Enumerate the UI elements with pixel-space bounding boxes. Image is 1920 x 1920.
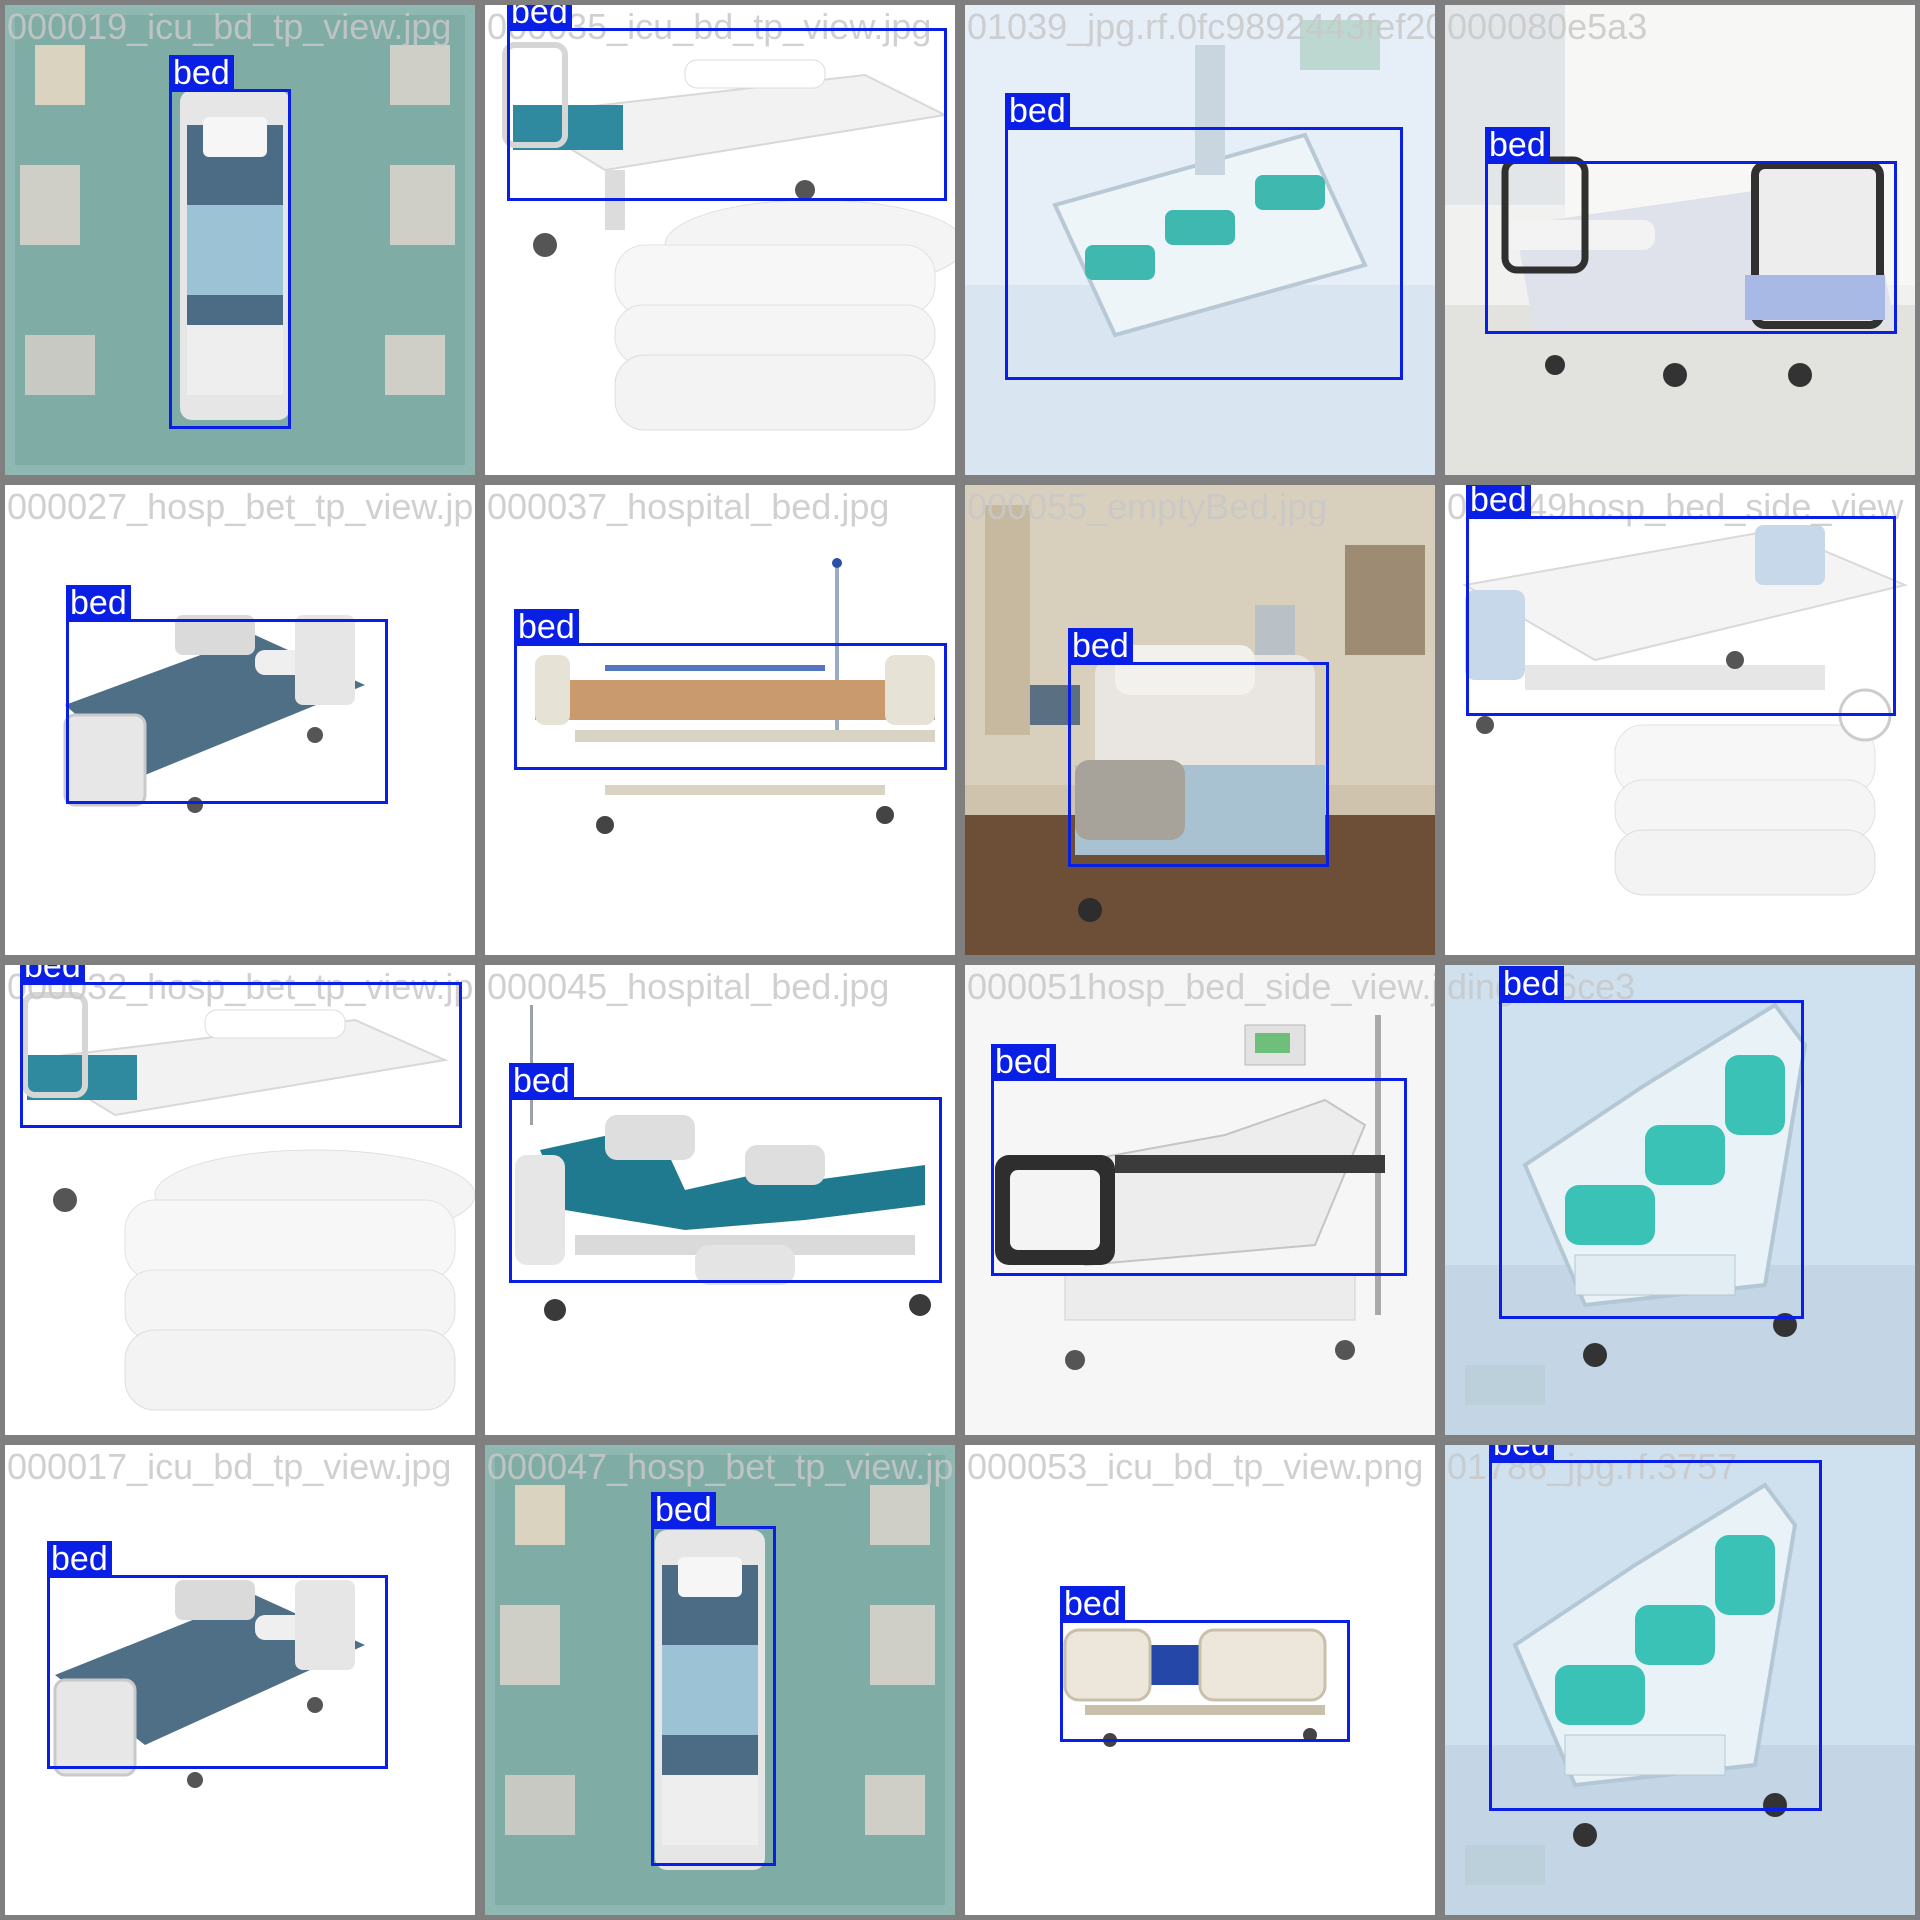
bounding-box: bed xyxy=(991,1044,1407,1276)
class-label: bed xyxy=(1499,966,1564,1002)
image-tile[interactable]: 000051hosp_bed_side_view.jpg bed xyxy=(965,965,1435,1435)
image-tile[interactable]: 01786_jpg.rf.3757 bed xyxy=(1445,1445,1915,1915)
bed-image xyxy=(485,5,955,475)
bed-image xyxy=(1445,965,1915,1435)
class-label: bed xyxy=(47,1541,112,1577)
image-filename: 000051hosp_bed_side_view.jpg xyxy=(967,966,1435,1007)
class-label: bed xyxy=(1005,93,1070,129)
image-tile[interactable]: 000035_icu_bd_tp_view.jpg bed xyxy=(485,5,955,475)
class-label: bed xyxy=(991,1044,1056,1080)
bed-image xyxy=(1445,485,1915,955)
bounding-box: bed xyxy=(66,585,388,804)
class-label: bed xyxy=(20,965,85,984)
image-tile[interactable]: 000037_hospital_bed.jpg bed xyxy=(485,485,955,955)
bounding-box: bed xyxy=(1489,1445,1822,1811)
image-tile[interactable]: 000080e5a3 bed xyxy=(1445,5,1915,475)
image-filename: 000032_hosp_bet_tp_view.jpg xyxy=(7,966,475,1007)
class-label: bed xyxy=(1489,1445,1554,1462)
class-label: bed xyxy=(1060,1586,1125,1622)
image-tile[interactable]: 000032_hosp_bet_tp_view.jpg bed xyxy=(5,965,475,1435)
class-label: bed xyxy=(1466,485,1531,518)
bounding-box: bed xyxy=(1068,628,1329,867)
image-filename: 000045_hospital_bed.jpg xyxy=(487,966,890,1007)
bed-image xyxy=(5,965,475,1435)
image-tile[interactable]: 000019_icu_bd_tp_view.jpg bed xyxy=(5,5,475,475)
image-filename: 000019_icu_bd_tp_view.jpg xyxy=(7,6,452,47)
bounding-box: bed xyxy=(651,1492,776,1866)
bounding-box: bed xyxy=(1005,93,1403,380)
bounding-box: bed xyxy=(1466,485,1896,716)
bed-image xyxy=(965,485,1435,955)
bounding-box: bed xyxy=(1060,1586,1350,1742)
bed-image xyxy=(965,965,1435,1435)
bounding-box: bed xyxy=(507,5,947,201)
image-filename: 000080e5a3 xyxy=(1447,6,1648,47)
image-tile[interactable]: ding.rf.6ce3 bed xyxy=(1445,965,1915,1435)
bounding-box: bed xyxy=(509,1063,942,1283)
image-filename: 000047_hosp_bet_tp_view.jpg xyxy=(487,1446,955,1487)
bed-image xyxy=(5,5,475,475)
class-label: bed xyxy=(1485,127,1550,163)
image-filename: 000053_icu_bd_tp_view.png xyxy=(967,1446,1424,1487)
class-label: bed xyxy=(651,1492,716,1528)
class-label: bed xyxy=(66,585,131,621)
class-label: bed xyxy=(169,55,234,91)
bed-image xyxy=(1445,1445,1915,1915)
image-filename: 000017_icu_bd_tp_view.jpg xyxy=(7,1446,452,1487)
image-tile[interactable]: 000053_icu_bd_tp_view.png bed xyxy=(965,1445,1435,1915)
bounding-box: bed xyxy=(514,609,947,770)
bounding-box: bed xyxy=(169,55,291,429)
class-label: bed xyxy=(509,1063,574,1099)
image-tile[interactable]: 01039_jpg.rf.0fc9892443fef20 bed xyxy=(965,5,1435,475)
image-filename: 000037_hospital_bed.jpg xyxy=(487,486,890,527)
bed-image xyxy=(5,1445,475,1915)
image-filename: 01039_jpg.rf.0fc9892443fef20 xyxy=(967,6,1435,47)
bed-image xyxy=(965,1445,1435,1915)
image-tile[interactable]: 000049hosp_bed_side_view bed xyxy=(1445,485,1915,955)
bed-image xyxy=(485,965,955,1435)
class-label: bed xyxy=(507,5,572,30)
bounding-box: bed xyxy=(1499,966,1804,1319)
bed-image xyxy=(5,485,475,955)
bounding-box: bed xyxy=(1485,127,1897,334)
bed-image xyxy=(485,1445,955,1915)
image-filename: 000055_emptyBed.jpg xyxy=(967,486,1328,527)
image-tile[interactable]: 000047_hosp_bet_tp_view.jpg bed xyxy=(485,1445,955,1915)
class-label: bed xyxy=(514,609,579,645)
image-tile[interactable]: 000017_icu_bd_tp_view.jpg bed xyxy=(5,1445,475,1915)
class-label: bed xyxy=(1068,628,1133,664)
bed-image xyxy=(965,5,1435,475)
bounding-box: bed xyxy=(20,965,462,1128)
image-tile[interactable]: 000027_hosp_bet_tp_view.jpg bed xyxy=(5,485,475,955)
bounding-box: bed xyxy=(47,1541,388,1769)
image-tile[interactable]: 000055_emptyBed.jpg bed xyxy=(965,485,1435,955)
bed-image xyxy=(485,485,955,955)
image-filename: 000027_hosp_bet_tp_view.jpg xyxy=(7,486,475,527)
image-tile[interactable]: 000045_hospital_bed.jpg bed xyxy=(485,965,955,1435)
